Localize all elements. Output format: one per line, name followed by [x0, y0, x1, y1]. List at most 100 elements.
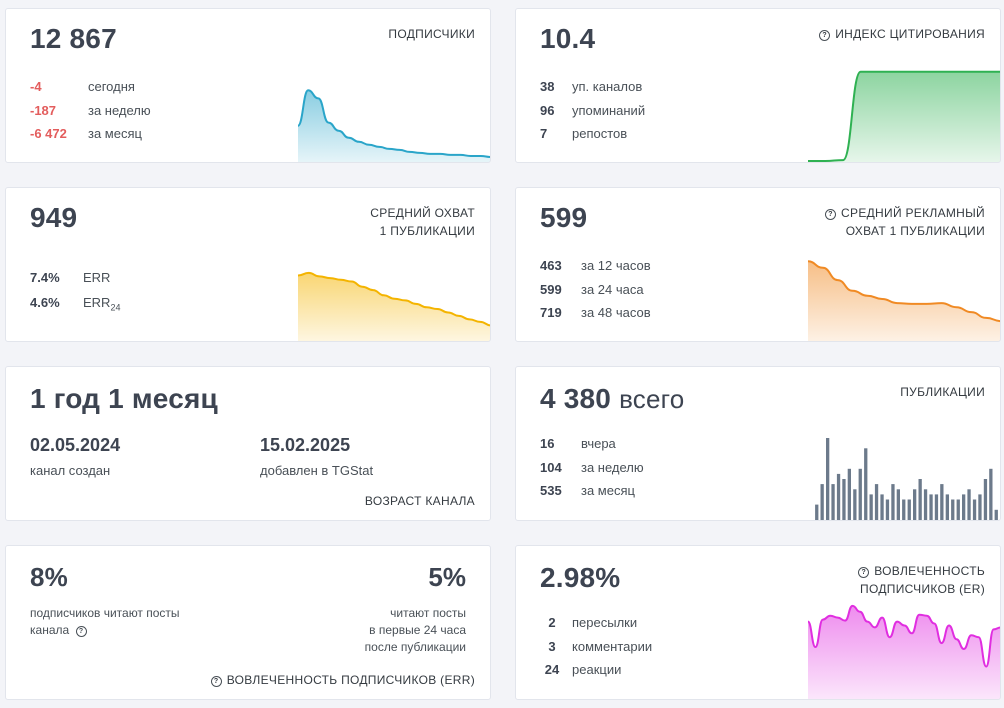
reach-label: СРЕДНИЙ ОХВАТ 1 ПУБЛИКАЦИИ [370, 206, 475, 238]
chart-bar [885, 499, 890, 520]
err-left-text: подписчиков читают посты канала ? [30, 606, 180, 637]
chart-bar [918, 479, 922, 520]
er-value: 2.98% [540, 562, 621, 593]
reach-card[interactable]: 949 СРЕДНИЙ ОХВАТ 1 ПУБЛИКАЦИИ 7.4% ERR 4.… [5, 187, 491, 342]
err-value: 7.4% [30, 270, 60, 285]
ad-reach-value: 599 [540, 202, 588, 233]
created-block: 02.05.2024 канал создан [30, 435, 120, 479]
stat-label: за неделю [88, 102, 151, 118]
chart-bar [994, 509, 998, 520]
chart-bar [972, 499, 977, 520]
chart-bar [978, 494, 982, 520]
err-right-value: 5% [428, 562, 466, 592]
citation-label: ? ИНДЕКС ЦИТИРОВАНИЯ [819, 25, 985, 43]
er-sparkline [808, 604, 1000, 699]
subscribers-label: ПОДПИСЧИКИ [388, 27, 475, 41]
stat-value: 38 [540, 79, 555, 94]
err24-label: ERR24 [83, 295, 121, 313]
subscribers-stats: -4 сегодня -187 за неделю -6 472 за месяц [30, 79, 151, 150]
chart-bar [826, 438, 830, 520]
chart-bar [983, 479, 988, 520]
chart-bar [815, 504, 819, 520]
stat-value: 7 [540, 126, 548, 141]
chart-bar [989, 468, 993, 520]
publications-total: 4 380 всего [540, 383, 685, 414]
stat-value: 96 [540, 102, 555, 118]
stat-value: 535 [540, 483, 562, 498]
err-label: ERR [83, 270, 111, 285]
stat-value: 599 [540, 281, 562, 297]
chart-bar [902, 499, 906, 520]
help-icon[interactable]: ? [858, 567, 870, 578]
err24-value: 4.6% [30, 295, 60, 310]
chart-bar [874, 484, 879, 520]
chart-line [298, 271, 490, 327]
err-left-value: 8% [30, 562, 68, 592]
chart-bar [864, 448, 868, 520]
chart-bar [896, 489, 900, 520]
channel-age-label: ВОЗРАСТ КАНАЛА [364, 494, 475, 508]
reach-stats: 7.4% ERR 4.6% ERR24 [30, 270, 120, 324]
chart-bar [945, 494, 949, 520]
chart-bar [956, 499, 960, 520]
chart-area [808, 71, 1000, 162]
publications-card[interactable]: 4 380 всего ПУБЛИКАЦИИ 16 вчера 104 за нед… [515, 366, 1001, 521]
er-stats: 2 пересылки 3 комментарии 24 реакции [540, 615, 652, 686]
ad-reach-sparkline [808, 260, 1000, 341]
stat-label: пересылки [572, 615, 638, 630]
er-label: ? ВОВЛЕЧЕННОСТЬ ПОДПИСЧИКОВ (ER) [858, 564, 985, 596]
stat-value: -4 [30, 79, 42, 94]
citation-card[interactable]: 10.4 ? ИНДЕКС ЦИТИРОВАНИЯ 38 уп. каналов 9… [515, 8, 1001, 163]
ad-reach-card[interactable]: 599 ? СРЕДНИЙ РЕКЛАМНЫЙ ОХВАТ 1 ПУБЛИКАЦИИ… [515, 187, 1001, 342]
chart-bar [858, 468, 862, 520]
channel-age-value: 1 год 1 месяц [30, 383, 218, 414]
er-card[interactable]: 2.98% ? ВОВЛЕЧЕННОСТЬ ПОДПИСЧИКОВ (ER) 2 пе… [515, 545, 1001, 700]
publications-bar-chart [815, 438, 998, 520]
chart-bar [967, 489, 971, 520]
help-icon[interactable]: ? [825, 209, 837, 220]
stat-label: за неделю [581, 459, 644, 475]
chart-bar [869, 494, 873, 520]
help-icon[interactable]: ? [819, 30, 831, 41]
stat-label: за 24 часа [581, 281, 644, 297]
stat-value: 104 [540, 459, 562, 475]
chart-bar [923, 489, 928, 520]
chart-line [808, 70, 1000, 162]
reach-sparkline [298, 271, 490, 341]
chart-line [808, 260, 1000, 323]
stat-value: 2 [548, 615, 556, 630]
chart-area [808, 605, 1000, 699]
added-date: 15.02.2025 [260, 435, 351, 455]
created-label: канал создан [30, 463, 111, 478]
chart-area [298, 90, 490, 162]
citation-stats: 38 уп. каналов 96 упоминаний 7 репостов [540, 79, 645, 150]
chart-bar [836, 473, 841, 520]
added-block: 15.02.2025 добавлен в TGStat [260, 435, 373, 479]
reach-value: 949 [30, 202, 78, 233]
subscribers-card[interactable]: 12 867 ПОДПИСЧИКИ -4 сегодня -187 за недел… [5, 8, 491, 163]
err-card[interactable]: 8% подписчиков читают посты канала ? 5% … [5, 545, 491, 700]
chart-line [298, 89, 490, 158]
err-right-text: читают посты в первые 24 часа после публ… [364, 606, 466, 654]
stat-value: -6 472 [30, 126, 67, 141]
stat-label: за 12 часов [581, 258, 651, 273]
chart-bar [842, 479, 846, 520]
subscribers-sparkline [298, 89, 490, 162]
chart-area [298, 272, 490, 341]
stat-value: 463 [540, 258, 562, 273]
stat-label: за месяц [88, 126, 142, 141]
chart-bar [951, 499, 955, 520]
chart-bar [853, 489, 857, 520]
added-label: добавлен в TGStat [260, 463, 374, 478]
channel-age-card[interactable]: 1 год 1 месяц 02.05.2024 канал создан 15… [5, 366, 491, 521]
stat-label: за 48 часов [581, 305, 651, 320]
ad-reach-label: ? СРЕДНИЙ РЕКЛАМНЫЙ ОХВАТ 1 ПУБЛИКАЦИИ [825, 204, 985, 240]
stat-value: 719 [540, 305, 562, 320]
chart-bar [847, 468, 851, 520]
stat-label: уп. каналов [572, 79, 643, 94]
help-icon[interactable]: ? [210, 676, 222, 687]
citation-index-value: 10.4 [540, 23, 596, 54]
stat-label: реакции [572, 662, 622, 677]
help-icon[interactable]: ? [75, 626, 87, 637]
publications-label: ПУБЛИКАЦИИ [900, 385, 985, 399]
